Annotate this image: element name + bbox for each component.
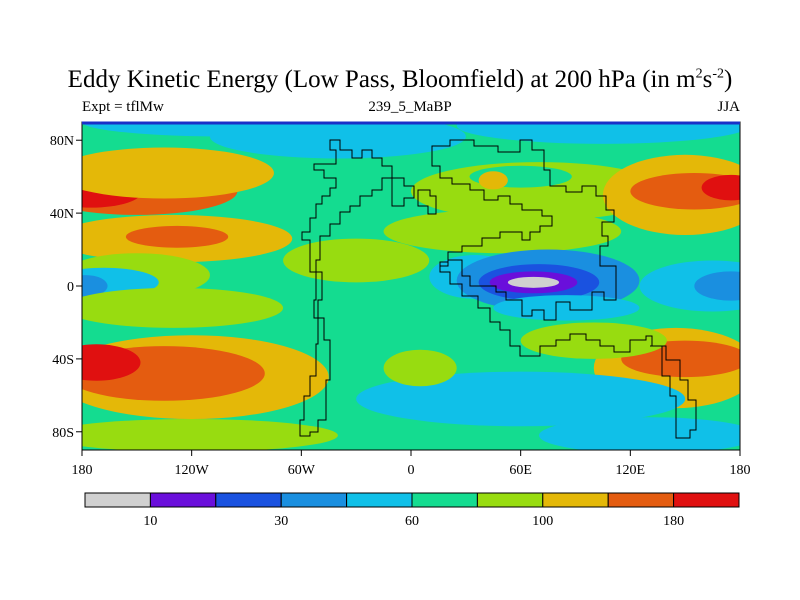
subtitle-center: 239_5_MaBP [368,99,452,115]
continent-outlines [299,139,697,439]
colorbar-label-4: 180 [663,514,684,529]
contour-region-12 [82,419,338,450]
chart-title-close: ) [724,66,733,93]
subtitle-left: Expt = tflMw [82,99,164,115]
x-tick-label-5: 120E [616,463,646,478]
y-tick-label-4: 80S [52,426,74,441]
y-tick-label-1: 40N [50,207,74,222]
colorbar-box-3 [280,492,348,508]
contour-region-22 [701,174,740,201]
contour-region-23 [283,238,430,283]
chart-title-mid: s [702,66,713,93]
colorbar: 10 30 60 100 180 [84,492,740,529]
contour-region-7 [82,275,108,297]
contour-region-11 [82,344,141,381]
y-axis: 80N 40N 0 40S 80S [50,134,82,441]
y-tick-label-2: 0 [67,280,74,295]
chart-title-sup-2: -2 [712,66,724,82]
colorbar-box-9 [673,492,740,508]
contour-region-25 [694,271,740,301]
contour-region-35 [356,371,686,427]
x-tick-label-2: 60W [288,463,316,478]
colorbar-label-0: 10 [143,514,157,529]
contour-region-37 [383,349,457,387]
coastline-africa-south [439,262,697,439]
contour-region-36 [538,417,740,450]
contour-region-17 [478,171,508,190]
colorbar-box-2 [215,492,282,508]
x-tick-label-4: 60E [509,463,532,478]
x-tick-label-0: 180 [72,463,93,478]
colorbar-label-3: 100 [532,514,553,529]
colorbar-box-1 [149,492,217,508]
contour-region-19 [456,122,740,144]
contour-region-4 [125,225,229,248]
subtitle-right: JJA [717,99,740,115]
contour-field [82,122,740,450]
x-tick-label-6: 180 [730,463,751,478]
colorbar-box-8 [607,492,675,508]
contour-region-2 [82,147,274,199]
chart-title-sup-1: 2 [695,66,703,82]
chart-title-main: Eddy Kinetic Energy (Low Pass, Bloomfiel… [67,66,696,93]
colorbar-box-5 [411,492,478,508]
y-tick-label-0: 80N [50,134,74,149]
contour-region-34 [493,295,640,321]
contour-region-18 [383,209,622,254]
colorbar-label-1: 30 [274,514,288,529]
coastline-europe-west [417,189,437,215]
contour-region-33 [520,322,667,359]
coastline-greenland [391,177,415,207]
y-tick-label-3: 40S [52,353,74,368]
colorbar-box-4 [346,492,413,508]
colorbar-box-7 [542,492,609,508]
x-tick-label-1: 120W [175,463,210,478]
colorbar-box-6 [476,492,544,508]
x-axis: 180 120W 60W 0 60E 120E 180 [72,450,751,478]
coastline-eurasia-africa [431,139,617,321]
colorbar-label-2: 60 [405,514,419,529]
contour-region-30 [507,276,560,288]
colorbar-box-0 [84,492,151,508]
coastline-americas [299,139,393,437]
chart-title: Eddy Kinetic Energy (Low Pass, Bloomfiel… [0,66,800,94]
x-tick-label-3: 0 [408,463,415,478]
contour-region-14 [209,122,466,159]
contour-region-8 [82,287,284,328]
